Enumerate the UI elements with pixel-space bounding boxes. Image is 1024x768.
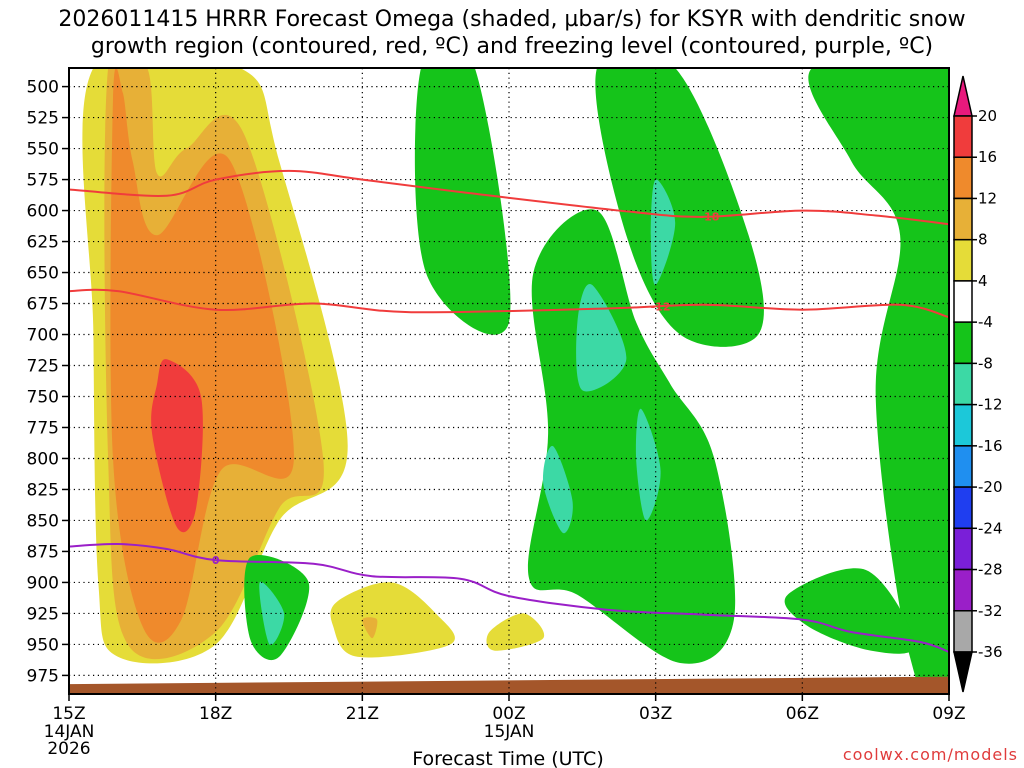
y-tick-label-725: 725 <box>27 357 59 377</box>
colorbar-swatch-10 <box>953 527 973 571</box>
omega-region-10 <box>576 283 627 392</box>
colorbar-swatch-7 <box>953 403 973 447</box>
omega-region-6 <box>808 68 949 694</box>
omega-region-17 <box>362 617 378 639</box>
x-tick-date-00Z: 15JAN <box>484 722 535 742</box>
colorbar-swatch-12 <box>953 610 973 653</box>
colorbar-label-1: 16 <box>978 148 997 166</box>
colorbar-top-arrow <box>953 75 973 117</box>
colorbar-swatch-3 <box>953 238 973 282</box>
colorbar-bottom-arrow <box>953 651 973 693</box>
colorbar-swatch-5 <box>953 321 973 365</box>
omega-fills <box>82 68 949 694</box>
colorbar-label-6: -8 <box>978 354 993 372</box>
colorbar-swatch-2 <box>953 197 973 241</box>
colorbar-label-0: 20 <box>978 107 997 125</box>
omega-region-16 <box>486 613 545 651</box>
x-tick-label-15Z: 15Z <box>52 704 85 724</box>
ground-layer <box>69 676 949 694</box>
y-tick-label-900: 900 <box>27 573 59 593</box>
contour-lines: -18 -12 0 <box>69 169 949 653</box>
y-tick-label-775: 775 <box>27 418 59 438</box>
y-tick-label-850: 850 <box>27 511 59 531</box>
colorbar-label-12: -32 <box>978 602 1003 620</box>
y-tick-label-625: 625 <box>27 233 59 253</box>
colorbar-label-9: -20 <box>978 478 1003 496</box>
omega-region-13 <box>635 408 661 521</box>
contour-line-0 <box>69 169 949 226</box>
colorbar-label-7: -12 <box>978 396 1003 414</box>
colorbar-swatch-9 <box>953 486 973 530</box>
omega-region-12 <box>542 445 573 534</box>
y-tick-label-650: 650 <box>27 264 59 284</box>
colorbar-swatch-6 <box>953 362 973 406</box>
y-tick-label-575: 575 <box>27 171 59 191</box>
colorbar: 20 16 12 8 4 -4 -8 -12 -16 -20 -24 -28 -32 -36 <box>953 75 1003 693</box>
y-tick-label-800: 800 <box>27 449 59 469</box>
colorbar-label-5: -4 <box>978 313 993 331</box>
omega-region-15 <box>330 582 455 658</box>
colorbar-label-3: 8 <box>978 231 988 249</box>
x-tick-label-21Z: 21Z <box>346 704 379 724</box>
omega-region-8 <box>784 568 915 654</box>
colorbar-swatch-0 <box>953 115 973 158</box>
colorbar-swatch-11 <box>953 568 973 612</box>
y-tick-label-550: 550 <box>27 140 59 160</box>
chart-title-line-2: growth region (contoured, red, ºC) and f… <box>90 34 934 59</box>
omega-region-11 <box>650 179 676 285</box>
omega-region-2 <box>110 68 294 643</box>
colorbar-label-8: -16 <box>978 437 1003 455</box>
y-tick-label-750: 750 <box>27 387 59 407</box>
y-tick-label-925: 925 <box>27 604 59 624</box>
colorbar-label-2: 12 <box>978 189 997 207</box>
y-tick-label-825: 825 <box>27 480 59 500</box>
y-axis: 500 525 550 575 600 625 650 675 700 725 750 775 800 8… <box>27 78 69 686</box>
colorbar-label-4: 4 <box>978 272 988 290</box>
x-tick-year-15Z: 2026 <box>47 739 90 759</box>
contour-label-2: 0 <box>212 554 220 567</box>
colorbar-swatch-1 <box>953 156 973 200</box>
grid-lines <box>69 68 949 694</box>
colorbar-label-11: -28 <box>978 561 1003 579</box>
y-tick-label-525: 525 <box>27 109 59 129</box>
x-tick-label-06Z: 06Z <box>786 704 819 724</box>
x-axis-label: Forecast Time (UTC) <box>412 748 603 768</box>
colorbar-label-13: -36 <box>978 643 1003 661</box>
colorbar-swatch-8 <box>953 445 973 488</box>
y-tick-label-875: 875 <box>27 542 59 562</box>
x-tick-date-15Z: 14JAN <box>44 722 95 742</box>
omega-region-4 <box>414 68 511 335</box>
x-tick-label-00Z: 00Z <box>492 704 525 724</box>
y-tick-label-975: 975 <box>27 666 59 686</box>
x-tick-label-18Z: 18Z <box>199 704 232 724</box>
chart-title-line-1: 2026011415 HRRR Forecast Omega (shaded, … <box>58 7 966 32</box>
ground-terrain <box>69 676 949 694</box>
credit-text: coolwx.com/models <box>843 745 1018 764</box>
contour-label-1: -12 <box>651 300 671 313</box>
plot-area: -18 -12 0 <box>69 68 949 694</box>
x-tick-label-03Z: 03Z <box>639 704 672 724</box>
colorbar-swatch-4 <box>953 280 973 323</box>
y-tick-label-950: 950 <box>27 635 59 655</box>
contour-label-0: -18 <box>700 210 720 223</box>
y-tick-label-600: 600 <box>27 202 59 222</box>
omega-region-5 <box>595 68 764 347</box>
y-tick-label-500: 500 <box>27 78 59 98</box>
x-tick-label-09Z: 09Z <box>932 704 965 724</box>
y-tick-label-700: 700 <box>27 326 59 346</box>
contour-line-1 <box>69 288 949 319</box>
contour-line-2 <box>69 542 949 653</box>
colorbar-label-10: -24 <box>978 519 1003 537</box>
y-tick-label-675: 675 <box>27 295 59 315</box>
